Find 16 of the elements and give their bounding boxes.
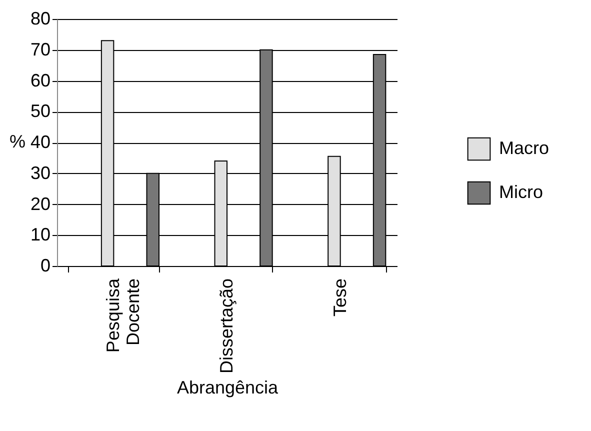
y-tick-label: 30 [30,162,50,183]
y-tick-label: 20 [30,194,50,214]
x-tick-label: Tese [330,278,350,317]
y-tick-label: 40 [30,132,50,152]
x-tick-label: Pesquisa Docente [103,278,144,353]
y-tick-label: 70 [30,39,50,60]
y-tick-label: 0 [40,256,50,276]
y-tick-label: 60 [30,70,50,90]
y-tick-label: 10 [30,224,50,245]
legend-label: Macro [499,138,550,158]
y-axis-title: % [9,132,26,152]
x-axis-title: Abrangência [176,378,280,398]
y-tick-label: 80 [30,8,50,28]
x-tick-label: Dissertação [216,278,236,374]
y-tick-label: 50 [30,101,50,122]
legend-label: Micro [499,182,543,202]
